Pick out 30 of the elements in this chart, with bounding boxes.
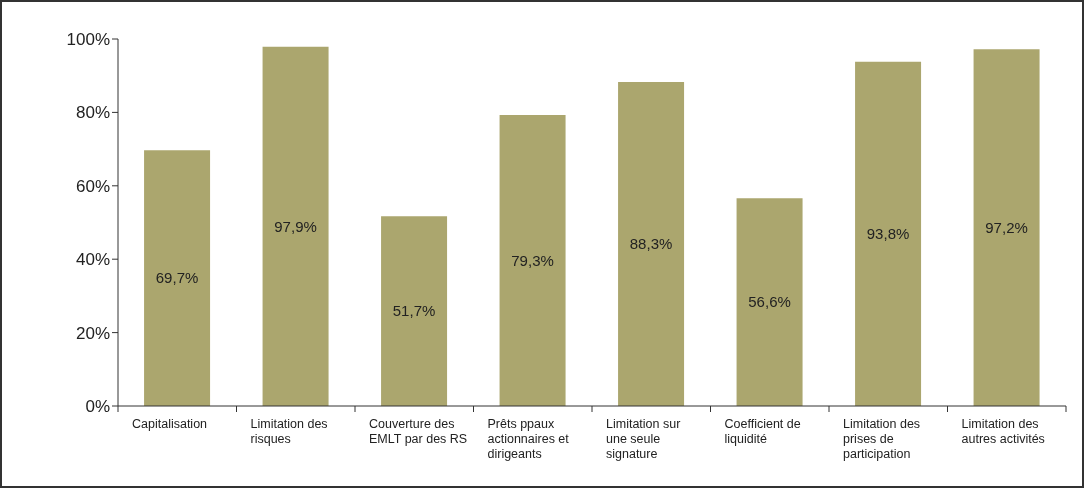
y-tick-label: 20%: [75, 323, 110, 343]
bar: [262, 46, 329, 406]
bar: [499, 114, 566, 406]
x-tick-label: Couverture des EMLT par des RS: [369, 417, 468, 446]
y-tick-label: 80%: [75, 103, 110, 123]
y-tick-label: 100%: [66, 30, 110, 50]
data-label: 97,2%: [985, 218, 1028, 236]
data-label: 88,3%: [629, 235, 673, 253]
y-tick-label: 60%: [75, 176, 110, 196]
y-tick-label: 0%: [85, 397, 110, 417]
bar: [855, 61, 922, 406]
bar: [736, 198, 803, 406]
bar: [381, 216, 448, 406]
x-tick-label: Limitation des risques: [250, 417, 328, 446]
y-tick-label: 40%: [75, 250, 110, 270]
data-label: 79,3%: [511, 251, 554, 269]
bar: [973, 49, 1040, 406]
bar: [618, 81, 685, 406]
x-tick-label: Coefficient de liquidité: [724, 417, 801, 446]
data-label: 56,6%: [748, 293, 791, 311]
bar: [144, 150, 211, 406]
x-tick-label: Limitation des prises de participation: [843, 417, 921, 461]
x-tick-label: Capitalisation: [132, 417, 208, 431]
data-label: 69,7%: [155, 269, 199, 287]
data-label: 51,7%: [392, 302, 436, 320]
x-tick-label: Limitation sur une seule signature: [606, 417, 681, 461]
x-tick-label: Limitation des autres activités: [961, 417, 1045, 446]
x-tick-label: Prêts ppaux actionnaires et dirigeants: [487, 417, 570, 461]
data-label: 97,9%: [274, 217, 317, 235]
data-label: 93,8%: [866, 225, 910, 243]
